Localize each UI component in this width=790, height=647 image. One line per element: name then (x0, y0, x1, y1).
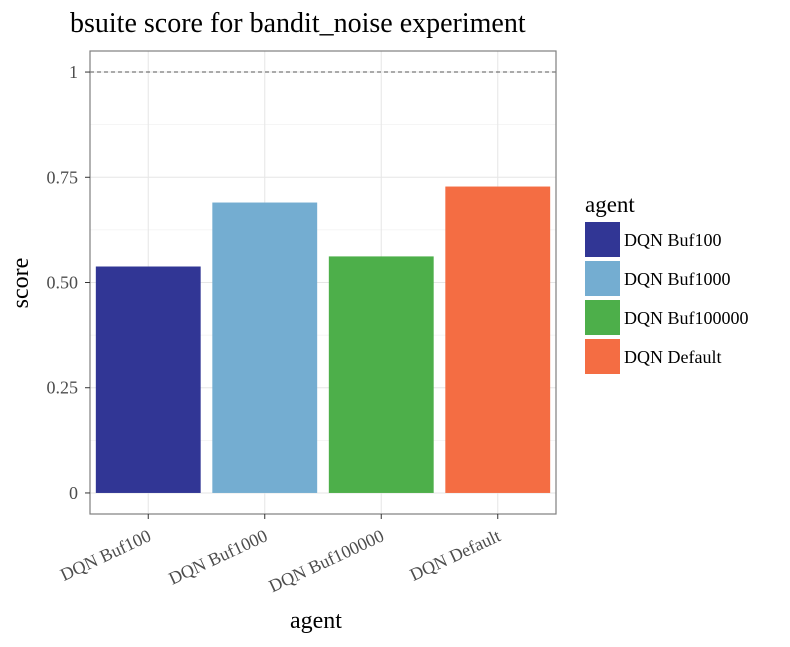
y-tick-label: 0.50 (47, 273, 79, 293)
bar-3 (328, 256, 434, 493)
x-tick-label: DQN Default (407, 525, 504, 584)
legend-label: DQN Buf100000 (624, 308, 749, 328)
legend-label: DQN Default (624, 347, 721, 367)
legend-swatch-4 (585, 339, 620, 374)
bar-2 (212, 202, 318, 493)
legend-swatch-2 (585, 261, 620, 296)
legend-swatch-3 (585, 300, 620, 335)
legend: agent DQN Buf100 DQN Buf1000 DQN Buf100000… (585, 192, 749, 374)
y-tick-label: 0.25 (47, 378, 79, 398)
y-tick-label: 0.75 (47, 167, 79, 187)
bar-1 (95, 266, 201, 493)
y-tick-label: 0 (69, 483, 78, 503)
legend-title: agent (585, 192, 635, 217)
legend-label: DQN Buf1000 (624, 269, 731, 289)
y-axis-label: score (8, 258, 34, 309)
legend-label: DQN Buf100 (624, 230, 722, 250)
x-tick-label: DQN Buf100000 (266, 525, 387, 596)
legend-swatch-1 (585, 222, 620, 257)
x-tick-label: DQN Buf1000 (165, 525, 270, 588)
y-tick-label: 1 (69, 62, 78, 82)
bar-4 (445, 186, 551, 493)
x-axis-label: agent (290, 608, 342, 634)
x-tick-label: DQN Buf100 (57, 525, 154, 584)
chart-title: bsuite score for bandit_noise experiment (70, 8, 526, 39)
